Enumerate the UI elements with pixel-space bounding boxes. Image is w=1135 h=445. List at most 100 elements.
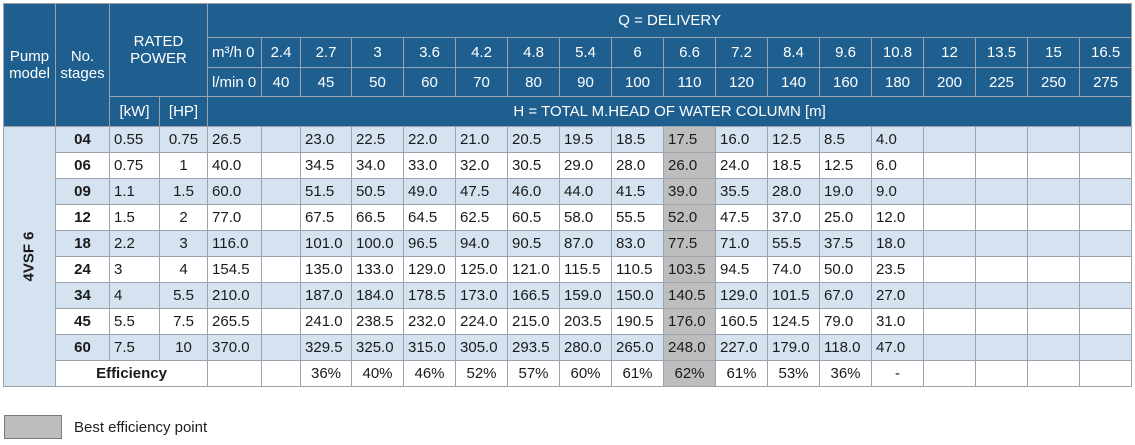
head-value-cell: 115.5 (559, 256, 613, 283)
head-value-cell: 140.5 (663, 282, 717, 309)
head-value-cell: 118.0 (819, 334, 873, 361)
head-value-cell (1027, 308, 1081, 335)
head-value-cell: 210.0 (207, 282, 263, 309)
hp-cell: 7.5 (158, 308, 209, 335)
head-value-cell: 190.5 (611, 308, 665, 335)
head-value-cell (923, 152, 977, 179)
efficiency-cell (1027, 360, 1081, 387)
head-value-cell (1027, 152, 1081, 179)
efficiency-cell: 36% (819, 360, 873, 387)
stages-header: No. stages (55, 3, 110, 127)
head-value-cell: 35.5 (715, 178, 769, 205)
delivery-lmin-cell: 50 (351, 67, 405, 97)
head-value-cell: 50.0 (819, 256, 873, 283)
delivery-lmin-cell: 90 (559, 67, 613, 97)
table-row: 12 1.5 2 77.0 67.5 66.5 64.5 62.5 60.5 58.0 55.5 52… (4, 204, 1133, 231)
hp-cell: 1 (158, 152, 209, 179)
head-value-cell: 60.5 (507, 204, 561, 231)
hp-cell: 5.5 (158, 282, 209, 309)
head-value-cell (923, 256, 977, 283)
table-row: 4VSF 6 04 0.55 0.75 26.5 23.0 22.5 22.0 21.0 20.5… (3, 126, 1133, 387)
head-value-cell: 47.5 (715, 204, 769, 231)
head-value-cell: 154.5 (207, 256, 263, 283)
head-value-cell: 150.0 (611, 282, 665, 309)
head-value-cell: 47.5 (455, 178, 509, 205)
head-value-cell: 124.5 (767, 308, 821, 335)
efficiency-cell: 57% (507, 360, 561, 387)
delivery-m3h-cell: 6 (611, 37, 665, 68)
head-value-cell (261, 178, 302, 205)
efficiency-label: Efficiency (54, 360, 209, 387)
head-value-cell: 179.0 (767, 334, 821, 361)
head-value-cell: 83.0 (611, 230, 665, 257)
delivery-lmin-cell: 70 (455, 67, 509, 97)
head-value-cell: 47.0 (871, 334, 925, 361)
kw-cell: 2.2 (109, 230, 160, 257)
delivery-lmin-cell: 100 (611, 67, 665, 97)
head-value-cell (975, 204, 1029, 231)
head-value-cell: 34.0 (351, 152, 405, 179)
head-value-cell (261, 152, 302, 179)
head-value-cell: 39.0 (663, 178, 717, 205)
head-value-cell: 265.5 (207, 308, 263, 335)
head-value-cell: 41.5 (611, 178, 665, 205)
head-value-cell: 12.5 (819, 152, 873, 179)
delivery-m3h-cell: 3 (351, 37, 405, 68)
head-value-cell (261, 230, 302, 257)
delivery-m3h-cell: 2.4 (261, 37, 302, 68)
head-value-cell (1027, 178, 1081, 205)
head-value-cell: 129.0 (403, 256, 457, 283)
table-header: Pump model No. stages RATED POWER Q = DELIV… (3, 3, 1133, 127)
head-value-cell: 20.5 (507, 126, 561, 153)
delivery-lmin-cell: 275 (1079, 67, 1133, 97)
head-value-cell: 325.0 (351, 334, 405, 361)
efficiency-cell: 52% (455, 360, 509, 387)
head-value-cell: 178.5 (403, 282, 457, 309)
efficiency-cell (207, 360, 263, 387)
stage-cell: 60 (55, 334, 110, 361)
head-value-cell: 224.0 (455, 308, 509, 335)
head-value-cell: 159.0 (559, 282, 613, 309)
hp-cell: 2 (158, 204, 209, 231)
head-value-cell: 31.0 (871, 308, 925, 335)
head-value-cell (1079, 204, 1133, 231)
head-value-cell: 51.5 (300, 178, 353, 205)
head-value-cell: 203.5 (559, 308, 613, 335)
stage-cell: 18 (55, 230, 110, 257)
head-value-cell: 46.0 (507, 178, 561, 205)
head-value-cell: 71.0 (715, 230, 769, 257)
head-value-cell (975, 230, 1029, 257)
stage-cell: 06 (55, 152, 110, 179)
head-value-cell: 370.0 (207, 334, 263, 361)
hp-cell: 0.75 (158, 126, 209, 153)
head-header: H = TOTAL M.HEAD OF WATER COLUMN [m] (207, 96, 1133, 127)
delivery-m3h-cell: 3.6 (403, 37, 457, 68)
head-value-cell: 110.5 (611, 256, 665, 283)
head-value-cell (1079, 282, 1133, 309)
head-value-cell (261, 204, 302, 231)
hp-cell: 10 (158, 334, 209, 361)
head-value-cell: 32.0 (455, 152, 509, 179)
table-row: 45 5.5 7.5 265.5 241.0 238.5 232.0 224.0 215.0 20… (4, 308, 1133, 335)
efficiency-cell (1079, 360, 1133, 387)
efficiency-cell: 62% (663, 360, 717, 387)
head-value-cell (261, 126, 302, 153)
efficiency-row: Efficiency 36% 40% 46% 52% 57% 60% 61% 62% 61% 53%… (4, 360, 1133, 387)
head-value-cell: 26.0 (663, 152, 717, 179)
head-value-cell: 37.0 (767, 204, 821, 231)
head-value-cell: 116.0 (207, 230, 263, 257)
head-value-cell: 87.0 (559, 230, 613, 257)
head-value-cell (923, 126, 977, 153)
head-value-cell: 66.5 (351, 204, 405, 231)
head-value-cell (261, 256, 302, 283)
head-value-cell: 17.5 (663, 126, 717, 153)
head-value-cell: 28.0 (611, 152, 665, 179)
delivery-lmin-cell: 160 (819, 67, 873, 97)
efficiency-cell (923, 360, 977, 387)
head-value-cell: 305.0 (455, 334, 509, 361)
kw-cell: 1.5 (109, 204, 160, 231)
delivery-m3h-cell: 15 (1027, 37, 1081, 68)
head-value-cell (975, 126, 1029, 153)
head-value-cell: 8.5 (819, 126, 873, 153)
head-value-cell: 29.0 (559, 152, 613, 179)
